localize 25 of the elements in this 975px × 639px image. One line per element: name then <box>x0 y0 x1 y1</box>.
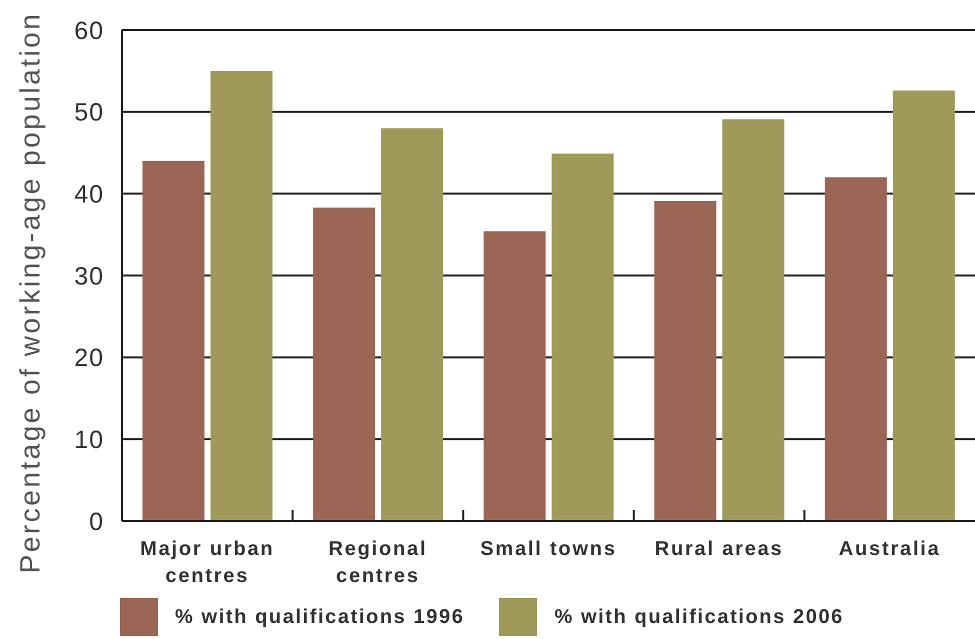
bar <box>313 208 376 521</box>
bar <box>142 160 204 521</box>
y-tick-label: 30 <box>74 262 104 290</box>
y-tick-label: 0 <box>89 508 104 536</box>
bar <box>210 70 272 521</box>
y-tick-label: 60 <box>74 16 104 45</box>
legend-label: % with qualifications 1996 <box>175 606 464 628</box>
bar <box>892 90 955 521</box>
x-tick-label: Australia <box>838 538 941 560</box>
bar <box>654 201 716 521</box>
bar <box>824 177 887 521</box>
y-axis-title: Percentage of working-age population <box>14 12 46 574</box>
y-tick-label: 10 <box>74 426 104 454</box>
bar <box>484 231 546 521</box>
y-tick-label: 40 <box>74 180 104 209</box>
y-tick-label: 20 <box>74 344 104 372</box>
bar <box>552 154 614 521</box>
x-tick-label: Regional centres <box>328 538 428 587</box>
x-tick-label: Small towns <box>480 538 617 560</box>
x-tick-label: Rural areas <box>654 538 784 560</box>
y-tick-label: 50 <box>74 98 104 127</box>
bar <box>381 128 444 521</box>
bar <box>722 119 784 521</box>
x-tick-label: Major urban centres <box>140 538 274 587</box>
legend-label: % with qualifications 2006 <box>554 606 844 628</box>
